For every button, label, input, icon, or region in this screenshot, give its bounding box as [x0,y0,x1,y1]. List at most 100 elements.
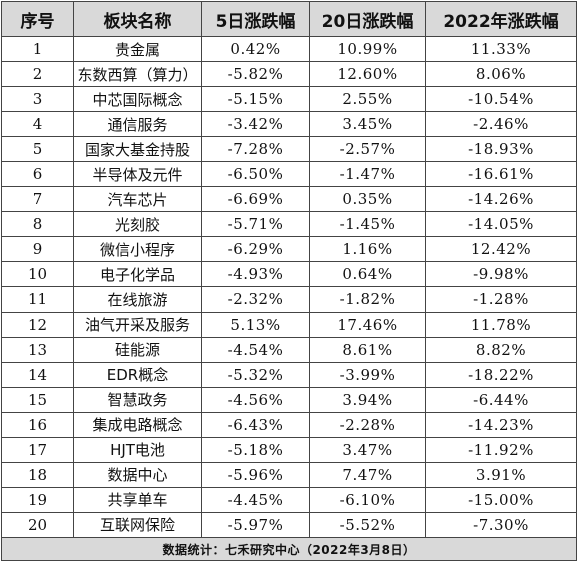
change-2022: -14.05% [425,211,577,238]
table-row: 5 国家大基金持股 -7.28% -2.57% -18.93% [1,136,577,163]
change-5d: -5.71% [201,211,310,238]
row-index: 10 [1,261,74,288]
row-index: 4 [1,111,74,138]
row-index: 1 [1,35,74,63]
table-row: 3 中芯国际概念 -5.15% 2.55% -10.54% [1,86,577,113]
change-2022: 11.78% [425,311,577,338]
change-2022: -10.54% [425,86,577,113]
change-2022: 11.33% [425,35,577,63]
change-5d: 5.13% [201,311,310,338]
table-row: 2 东数西算（算力） -5.82% 12.60% 8.06% [1,61,577,88]
sector-name: 电子化学品 [73,261,202,288]
sector-name: 汽车芯片 [73,186,202,213]
table-row: 17 HJT电池 -5.18% 3.47% -11.92% [1,436,577,463]
change-20d: 3.94% [309,386,426,413]
change-2022: -16.61% [425,161,577,188]
change-2022: -11.92% [425,436,577,463]
change-2022: -14.23% [425,411,577,438]
change-2022: -18.22% [425,361,577,388]
change-20d: 2.55% [309,86,426,113]
sector-name: 油气开采及服务 [73,311,202,338]
table-row: 7 汽车芯片 -6.69% 0.35% -14.26% [1,186,577,213]
change-2022: -6.44% [425,386,577,413]
sector-name: 微信小程序 [73,236,202,263]
change-2022: -15.00% [425,486,577,513]
table-row: 8 光刻胶 -5.71% -1.45% -14.05% [1,211,577,238]
change-5d: -5.96% [201,461,310,488]
table-row: 12 油气开采及服务 5.13% 17.46% 11.78% [1,311,577,338]
sector-name: 半导体及元件 [73,161,202,188]
sector-name: 光刻胶 [73,211,202,238]
change-20d: 17.46% [309,311,426,338]
table-row: 20 互联网保险 -5.97% -5.52% -7.30% [1,511,577,539]
change-5d: -4.56% [201,386,310,413]
change-20d: -5.52% [309,511,426,539]
change-2022: -9.98% [425,261,577,288]
table-row: 14 EDR概念 -5.32% -3.99% -18.22% [1,361,577,388]
header-sector-name: 板块名称 [73,1,202,37]
sector-name: 集成电路概念 [73,411,202,438]
change-5d: -5.82% [201,61,310,88]
change-5d: -7.28% [201,136,310,163]
table-row: 15 智慧政务 -4.56% 3.94% -6.44% [1,386,577,413]
table-body: 1 贵金属 0.42% 10.99% 11.33% 2 东数西算（算力） -5.82% 12.6… [1,35,577,539]
row-index: 2 [1,61,74,88]
row-index: 12 [1,311,74,338]
row-index: 14 [1,361,74,388]
change-20d: -1.45% [309,211,426,238]
table-row: 19 共享单车 -4.45% -6.10% -15.00% [1,486,577,513]
change-5d: -6.50% [201,161,310,188]
sector-name: 东数西算（算力） [73,61,202,88]
table-header-row: 序号 板块名称 5日涨跌幅 20日涨跌幅 2022年涨跌幅 [1,1,577,37]
change-20d: -2.28% [309,411,426,438]
change-20d: 0.35% [309,186,426,213]
sector-name: 在线旅游 [73,286,202,313]
table-row: 16 集成电路概念 -6.43% -2.28% -14.23% [1,411,577,438]
row-index: 19 [1,486,74,513]
header-2022-change: 2022年涨跌幅 [425,1,577,37]
row-index: 11 [1,286,74,313]
change-5d: -4.93% [201,261,310,288]
change-5d: -6.69% [201,186,310,213]
change-20d: -1.47% [309,161,426,188]
change-20d: -1.82% [309,286,426,313]
sector-name: 硅能源 [73,336,202,363]
table-row: 11 在线旅游 -2.32% -1.82% -1.28% [1,286,577,313]
change-5d: -5.97% [201,511,310,539]
row-index: 18 [1,461,74,488]
change-2022: -1.28% [425,286,577,313]
table-row: 10 电子化学品 -4.93% 0.64% -9.98% [1,261,577,288]
change-2022: -14.26% [425,186,577,213]
sector-name: 互联网保险 [73,511,202,539]
table-row: 9 微信小程序 -6.29% 1.16% 12.42% [1,236,577,263]
change-20d: 10.99% [309,35,426,63]
sector-name: HJT电池 [73,436,202,463]
sector-name: 贵金属 [73,35,202,63]
change-20d: -2.57% [309,136,426,163]
row-index: 5 [1,136,74,163]
header-20d-change: 20日涨跌幅 [309,1,426,37]
sector-name: 智慧政务 [73,386,202,413]
table-row: 6 半导体及元件 -6.50% -1.47% -16.61% [1,161,577,188]
change-20d: 7.47% [309,461,426,488]
change-5d: -3.42% [201,111,310,138]
change-20d: 1.16% [309,236,426,263]
change-20d: 12.60% [309,61,426,88]
change-5d: -5.18% [201,436,310,463]
row-index: 16 [1,411,74,438]
table-footer-row: 数据统计：七禾研究中心（2022年3月8日） [1,537,577,561]
change-5d: -5.32% [201,361,310,388]
change-2022: 3.91% [425,461,577,488]
row-index: 15 [1,386,74,413]
row-index: 6 [1,161,74,188]
change-5d: -2.32% [201,286,310,313]
header-5d-change: 5日涨跌幅 [201,1,310,37]
row-index: 3 [1,86,74,113]
change-2022: 12.42% [425,236,577,263]
change-2022: -2.46% [425,111,577,138]
data-source-note: 数据统计：七禾研究中心（2022年3月8日） [1,537,577,561]
row-index: 8 [1,211,74,238]
change-20d: 3.45% [309,111,426,138]
sector-name: 中芯国际概念 [73,86,202,113]
